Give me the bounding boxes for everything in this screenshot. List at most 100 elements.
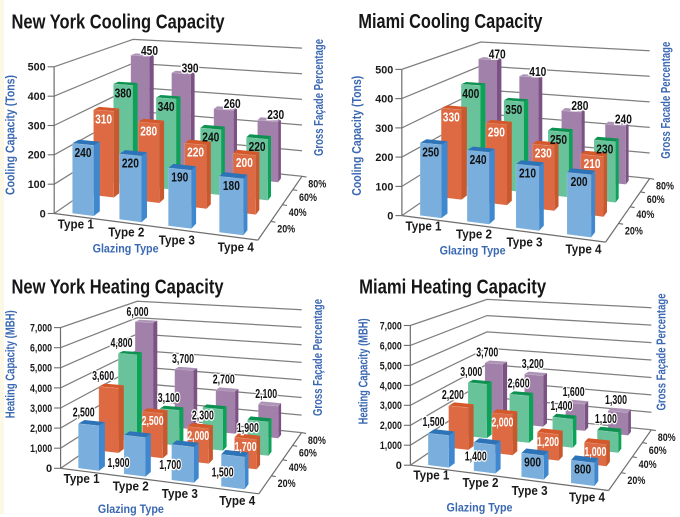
svg-text:450: 450 xyxy=(141,43,158,58)
svg-text:280: 280 xyxy=(571,98,588,113)
svg-text:Type 4: Type 4 xyxy=(218,241,254,255)
svg-text:240: 240 xyxy=(75,145,92,160)
svg-text:100: 100 xyxy=(28,179,46,191)
svg-text:1,000: 1,000 xyxy=(380,440,402,452)
svg-text:4,000: 4,000 xyxy=(30,383,52,395)
svg-text:2,000: 2,000 xyxy=(380,420,402,432)
svg-text:250: 250 xyxy=(550,132,567,147)
svg-text:3,000: 3,000 xyxy=(380,400,402,412)
svg-text:Type 2: Type 2 xyxy=(456,228,492,242)
svg-text:470: 470 xyxy=(489,47,506,62)
svg-text:80%: 80% xyxy=(308,179,326,191)
svg-text:New York Cooling Capacity: New York Cooling Capacity xyxy=(12,11,225,34)
svg-text:240: 240 xyxy=(202,130,219,145)
svg-text:Miami Cooling Capacity: Miami Cooling Capacity xyxy=(358,10,542,33)
svg-text:5,000: 5,000 xyxy=(30,363,52,375)
svg-text:1,500: 1,500 xyxy=(423,414,445,429)
svg-text:500: 500 xyxy=(28,62,46,74)
svg-text:Type 1: Type 1 xyxy=(64,472,100,486)
svg-text:100: 100 xyxy=(375,181,393,193)
svg-text:40%: 40% xyxy=(636,209,654,221)
svg-text:3,000: 3,000 xyxy=(460,364,482,379)
svg-text:Gross Façade Percentage: Gross Façade Percentage xyxy=(653,294,668,411)
svg-text:220: 220 xyxy=(187,145,204,160)
svg-text:240: 240 xyxy=(470,152,487,167)
svg-text:6,000: 6,000 xyxy=(127,304,149,319)
svg-text:20%: 20% xyxy=(278,478,296,490)
svg-text:40%: 40% xyxy=(639,459,657,471)
svg-text:310: 310 xyxy=(95,111,112,126)
svg-text:60%: 60% xyxy=(647,194,665,206)
svg-text:Heating Capacity (MBH): Heating Capacity (MBH) xyxy=(3,310,18,418)
svg-text:New York Heating Capacity: New York Heating Capacity xyxy=(12,275,224,298)
svg-text:210: 210 xyxy=(519,166,536,181)
svg-text:Type 2: Type 2 xyxy=(108,226,144,240)
svg-text:Type 2: Type 2 xyxy=(113,479,149,493)
svg-text:2,000: 2,000 xyxy=(491,414,513,429)
svg-text:60%: 60% xyxy=(299,448,317,460)
svg-text:Type 4: Type 4 xyxy=(566,243,602,257)
svg-text:180: 180 xyxy=(223,178,240,193)
svg-text:0: 0 xyxy=(46,463,52,475)
svg-text:Cooling Capacity (Tons): Cooling Capacity (Tons) xyxy=(3,75,18,195)
svg-text:40%: 40% xyxy=(289,207,307,219)
svg-text:390: 390 xyxy=(182,60,199,75)
svg-text:4,800: 4,800 xyxy=(111,335,133,350)
svg-text:2,500: 2,500 xyxy=(142,413,164,428)
svg-text:Type 4: Type 4 xyxy=(219,494,255,508)
svg-text:80%: 80% xyxy=(308,435,326,447)
svg-text:Miami Heating Capacity: Miami Heating Capacity xyxy=(359,275,546,298)
svg-text:Type 1: Type 1 xyxy=(413,469,449,483)
svg-text:Type 3: Type 3 xyxy=(162,487,198,501)
svg-text:1,400: 1,400 xyxy=(465,448,487,463)
svg-text:20%: 20% xyxy=(627,475,645,487)
svg-text:5,000: 5,000 xyxy=(380,360,402,372)
svg-text:400: 400 xyxy=(375,94,393,106)
svg-text:900: 900 xyxy=(524,455,541,470)
svg-text:2,600: 2,600 xyxy=(508,376,530,391)
svg-text:400: 400 xyxy=(462,86,479,101)
svg-text:230: 230 xyxy=(267,107,284,122)
svg-text:Glazing Type: Glazing Type xyxy=(440,244,506,258)
svg-text:Type 1: Type 1 xyxy=(58,218,94,232)
svg-text:3,000: 3,000 xyxy=(30,403,52,415)
svg-text:Type 3: Type 3 xyxy=(512,484,548,498)
svg-text:Type 2: Type 2 xyxy=(463,476,499,490)
svg-text:Type 4: Type 4 xyxy=(569,490,605,504)
svg-text:280: 280 xyxy=(140,124,157,139)
svg-text:1,900: 1,900 xyxy=(108,455,130,470)
svg-text:230: 230 xyxy=(596,142,613,157)
svg-text:220: 220 xyxy=(249,139,266,154)
svg-text:0: 0 xyxy=(40,208,46,220)
svg-text:200: 200 xyxy=(236,155,253,170)
svg-text:2,100: 2,100 xyxy=(255,386,277,401)
svg-text:290: 290 xyxy=(488,125,505,140)
svg-text:Type 3: Type 3 xyxy=(159,234,195,248)
svg-text:1,600: 1,600 xyxy=(563,384,585,399)
svg-text:40%: 40% xyxy=(289,462,307,474)
svg-text:1,400: 1,400 xyxy=(550,398,572,413)
svg-text:340: 340 xyxy=(158,99,175,114)
svg-text:200: 200 xyxy=(571,174,588,189)
svg-text:330: 330 xyxy=(443,110,460,125)
svg-text:20%: 20% xyxy=(625,226,643,238)
svg-text:60%: 60% xyxy=(299,192,317,204)
svg-text:1,500: 1,500 xyxy=(212,464,234,479)
svg-text:410: 410 xyxy=(529,64,546,79)
svg-text:230: 230 xyxy=(535,146,552,161)
svg-text:80%: 80% xyxy=(656,181,674,193)
svg-text:Gross Facade Percentage: Gross Facade Percentage xyxy=(658,42,673,159)
svg-text:3,700: 3,700 xyxy=(172,351,194,366)
svg-text:400: 400 xyxy=(28,91,46,103)
svg-text:80%: 80% xyxy=(658,432,676,444)
svg-text:3,100: 3,100 xyxy=(158,390,180,405)
svg-text:1,100: 1,100 xyxy=(595,411,617,426)
svg-text:0: 0 xyxy=(396,460,402,472)
svg-text:380: 380 xyxy=(115,86,132,101)
svg-text:6,000: 6,000 xyxy=(30,343,52,355)
svg-text:1,200: 1,200 xyxy=(537,434,559,449)
svg-text:300: 300 xyxy=(375,123,393,135)
svg-text:4,000: 4,000 xyxy=(380,380,402,392)
svg-text:Gross Façade Percentage: Gross Façade Percentage xyxy=(311,39,326,156)
svg-text:2,200: 2,200 xyxy=(442,387,464,402)
